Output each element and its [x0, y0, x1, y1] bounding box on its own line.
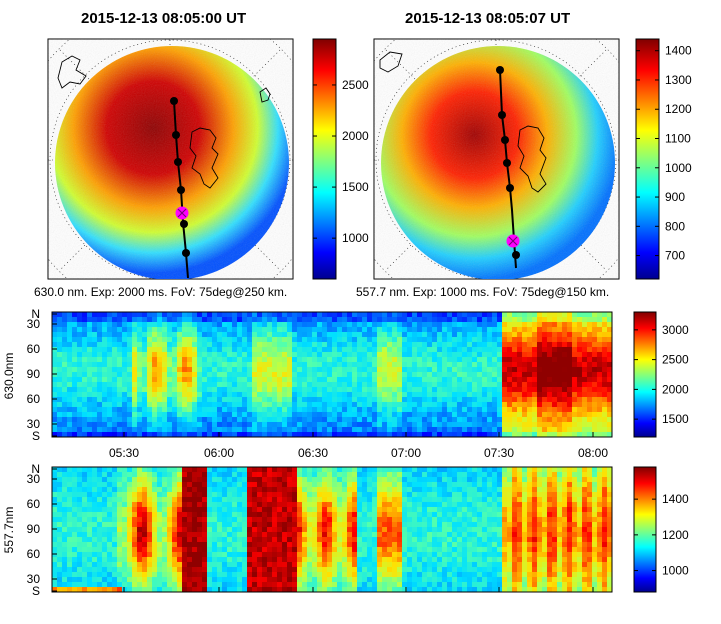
- track-point: [180, 220, 188, 228]
- colorbar-tick-label: 2000: [662, 382, 689, 396]
- colorbar-tick-label: 800: [665, 219, 685, 233]
- ytick-label: 30: [27, 417, 41, 431]
- colorbar-tick-label: 1000: [342, 231, 369, 245]
- colorbar-tick-label: 1300: [665, 73, 692, 87]
- conjunction-marker: [175, 206, 189, 220]
- allsky-5577-title: 2015-12-13 08:05:07 UT: [405, 10, 571, 27]
- allsky-5577-panel: [373, 38, 620, 280]
- ylabel: 557.7nm: [2, 507, 16, 554]
- track-point: [496, 66, 504, 74]
- xtick-label: 07:00: [391, 446, 421, 460]
- ytick-label: 30: [27, 572, 41, 586]
- colorbar-tick-label: 700: [665, 249, 685, 263]
- colorbar: [633, 466, 657, 593]
- colorbar-tick-label: 1200: [665, 102, 692, 116]
- colorbar-tick-label: 1100: [665, 132, 691, 146]
- ytick-label: 30: [27, 472, 41, 486]
- ylabel: 630.0nm: [2, 353, 16, 400]
- allsky-5577-caption: 557.7 nm. Exp: 1000 ms. FoV: 75deg@150 k…: [356, 285, 610, 299]
- ytick-label: S: [32, 584, 40, 598]
- colorbar: [633, 311, 657, 438]
- colorbar-tick-label: 1000: [665, 161, 692, 175]
- keogram-630-panel: [51, 311, 613, 438]
- ytick-label: 60: [27, 342, 41, 356]
- allsky-630-title: 2015-12-13 08:05:00 UT: [81, 10, 247, 27]
- ytick-label: N: [31, 462, 40, 476]
- colorbar-tick-label: 1500: [662, 412, 689, 426]
- colorbar: [312, 38, 337, 280]
- allsky-630-panel: [47, 38, 294, 280]
- colorbar-tick-label: 1000: [662, 564, 689, 578]
- track-point: [498, 111, 506, 119]
- ytick-label: 90: [27, 367, 41, 381]
- colorbar-tick-label: 3000: [662, 323, 689, 337]
- track-point: [506, 184, 514, 192]
- track-point: [174, 158, 182, 166]
- colorbar-tick-label: 2000: [342, 129, 369, 143]
- allsky-630-caption: 630.0 nm. Exp: 2000 ms. FoV: 75deg@250 k…: [34, 285, 288, 299]
- colorbar-tick-label: 1400: [665, 44, 692, 58]
- ytick-label: 30: [27, 317, 41, 331]
- track-point: [503, 159, 511, 167]
- xtick-label: 08:00: [578, 446, 608, 460]
- track-point: [182, 249, 190, 257]
- colorbar: [635, 38, 660, 280]
- ytick-label: 60: [27, 497, 41, 511]
- keogram-5577-panel: [51, 466, 613, 593]
- coastline: [379, 51, 547, 193]
- ytick-label: 90: [27, 522, 41, 536]
- colorbar-tick-label: 1200: [662, 528, 689, 542]
- track-point: [512, 251, 520, 259]
- xtick-label: 06:00: [204, 446, 234, 460]
- ytick-label: N: [31, 307, 40, 321]
- conjunction-marker: [506, 234, 520, 248]
- colorbar-tick-label: 2500: [662, 353, 689, 367]
- track-point: [177, 186, 185, 194]
- ytick-label: 60: [27, 547, 41, 561]
- xtick-label: 06:30: [298, 446, 328, 460]
- colorbar-tick-label: 2500: [342, 78, 369, 92]
- xtick-label: 05:30: [109, 446, 139, 460]
- coastline: [57, 55, 271, 189]
- track-point: [172, 131, 180, 139]
- ytick-label: S: [32, 429, 40, 443]
- track-point: [501, 136, 509, 144]
- colorbar-tick-label: 1400: [662, 492, 689, 506]
- xtick-label: 07:30: [484, 446, 514, 460]
- track-point: [170, 97, 178, 105]
- colorbar-tick-label: 900: [665, 190, 685, 204]
- colorbar-tick-label: 1500: [342, 180, 369, 194]
- ytick-label: 60: [27, 392, 41, 406]
